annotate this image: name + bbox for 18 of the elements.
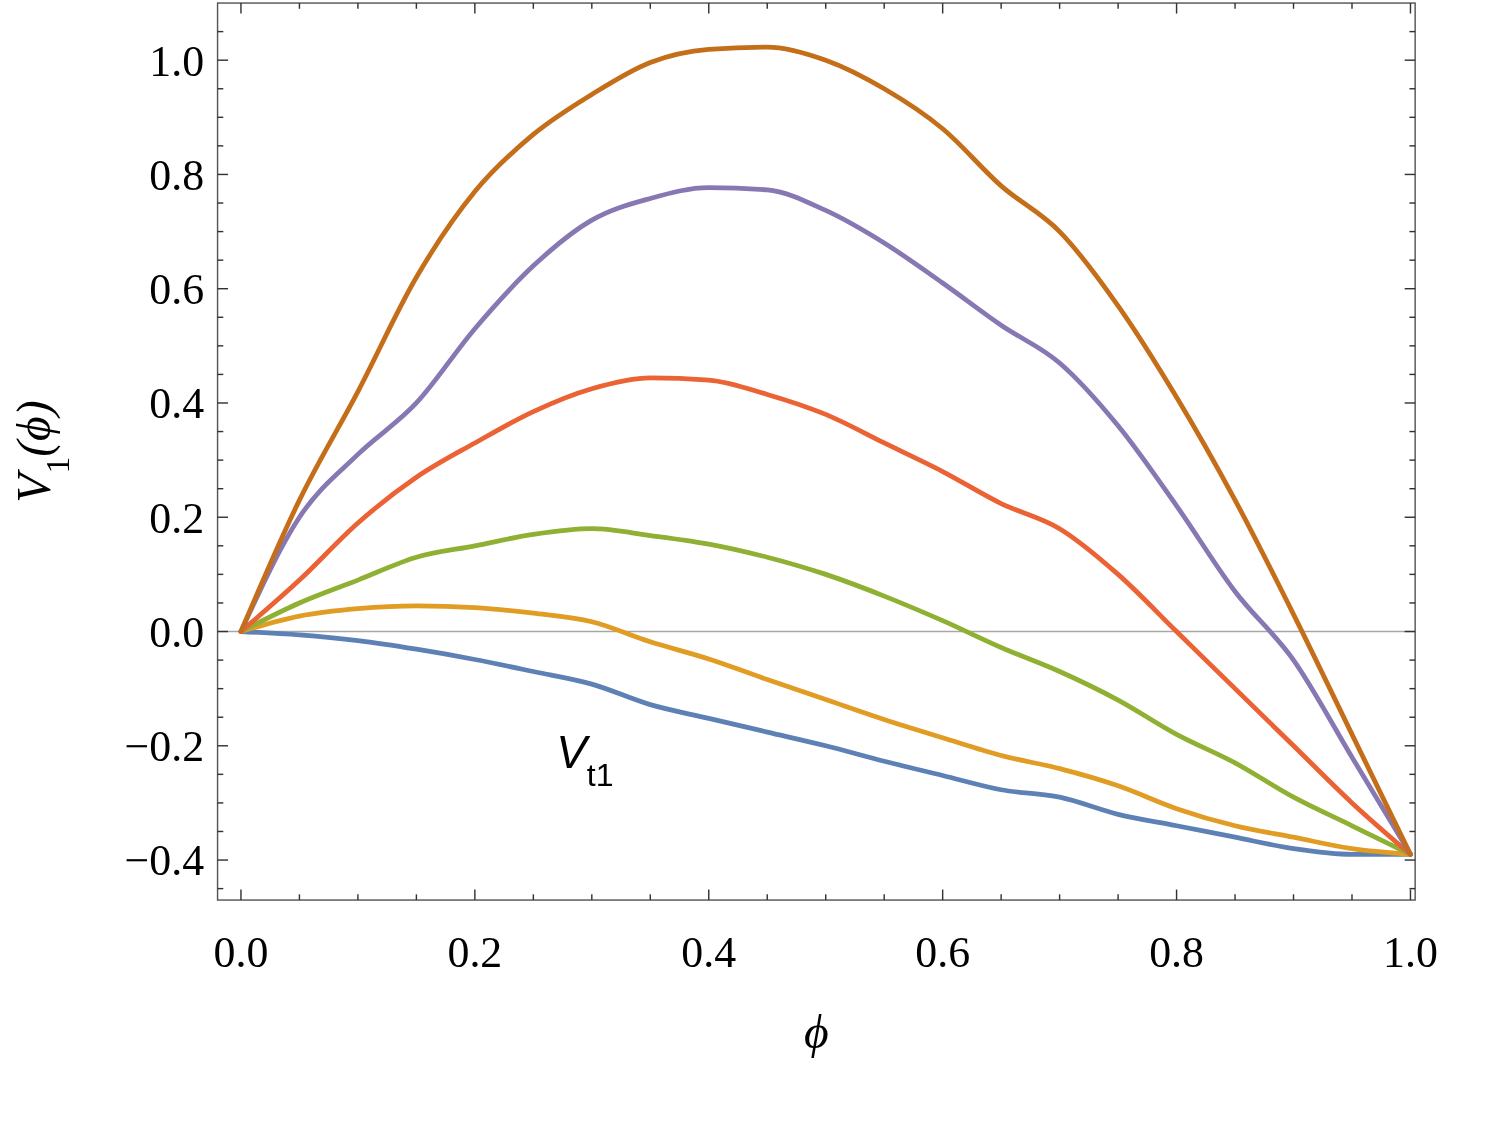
x-axis-title: ϕ [804,1004,829,1058]
y-tick-label: 0.8 [149,150,205,199]
y-tick-label: 0.2 [149,493,205,542]
annotation: V$_{t1}$ [556,727,614,794]
y-tick-label: −0.2 [124,722,205,771]
y-tick-label: 1.0 [149,36,205,85]
x-tick-label: 0.2 [447,927,503,976]
line-series [238,375,1413,857]
x-tick-label: 0.6 [915,927,971,976]
y-tick-label: 0.6 [149,265,205,314]
x-tick-label: 0.0 [213,927,269,976]
x-tick-label: 1.0 [1383,927,1438,976]
x-tick-label: 0.8 [1149,927,1204,976]
y-tick-label: −0.4 [124,836,205,885]
y-tick-label: 0.0 [149,607,205,656]
x-tick-label: 0.4 [681,927,737,976]
y-tick-label: 0.4 [149,379,205,428]
line-series [238,44,1413,857]
